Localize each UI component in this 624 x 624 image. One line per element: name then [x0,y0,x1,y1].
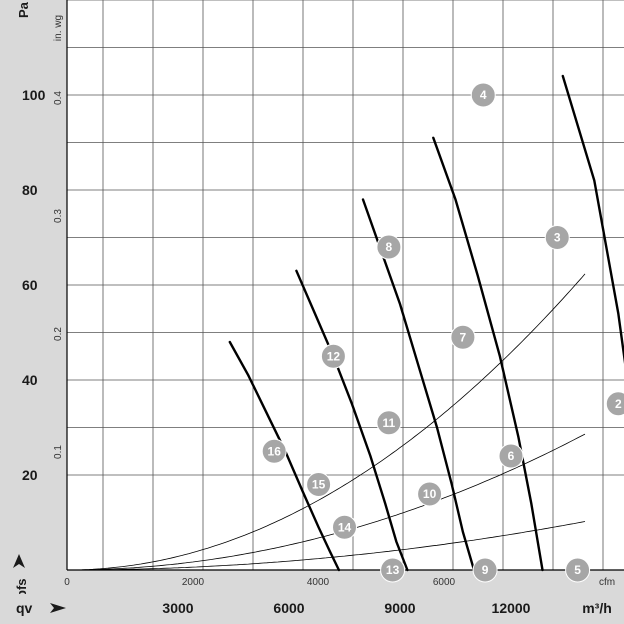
pressure-label: pfs [14,579,29,599]
operating-point-6: 6 [498,443,524,469]
operating-point-15: 15 [306,472,332,497]
y-axis-title-pa: Pa [16,1,31,18]
x-tick-m3h: 9000 [384,600,415,616]
operating-point-16: 16 [261,438,287,464]
operating-point-13: 13 [380,557,406,583]
operating-point-marker [450,324,476,350]
operating-point-label: 7 [460,330,467,344]
operating-point-11: 11 [376,410,402,436]
operating-point-8: 8 [376,234,402,260]
y-axis-title-inwg: in. wg [53,15,64,41]
operating-point-10: 10 [417,481,443,507]
fan-curve-4 [295,269,409,572]
x-axis-title-cfm: cfm [599,577,615,588]
x-tick-m3h: 3000 [162,600,193,616]
bottom-strip [0,594,624,624]
x-tick-cfm: 4000 [307,577,330,588]
operating-point-marker [376,410,402,436]
operating-points: 12345678910111213141516 [261,82,624,583]
operating-point-label: 15 [312,478,326,492]
flow-arrow-icon [50,603,66,613]
x-tick-m3h: 12000 [492,600,531,616]
fan-curve-2 [432,136,544,572]
operating-point-marker [470,82,496,108]
x-tick-cfm: 2000 [182,577,205,588]
y-tick-inwg: 0.4 [53,91,64,105]
y-tick-pa: 100 [22,87,46,103]
fan-curves [228,74,624,572]
y-tick-inwg: 0.3 [53,209,64,223]
operating-point-label: 16 [268,444,282,458]
operating-point-5: 5 [565,557,591,583]
operating-point-label: 3 [554,231,561,245]
operating-point-marker [320,343,346,369]
operating-point-label: 14 [338,520,352,534]
operating-point-marker [380,557,406,583]
y-tick-pa: 40 [22,372,38,388]
operating-point-marker [417,481,443,507]
x-axis-title-m3h: m³/h [582,600,612,616]
pressure-arrow-icon [13,554,25,568]
operating-point-marker [261,438,287,464]
x-tick-cfm: 6000 [433,577,456,588]
operating-point-label: 4 [480,88,487,102]
operating-point-marker [498,443,524,469]
operating-point-9: 9 [472,557,498,583]
y-tick-inwg: 0.2 [53,327,64,341]
operating-point-2: 2 [605,391,624,417]
operating-point-label: 2 [615,397,622,411]
operating-point-3: 3 [544,225,570,250]
operating-point-4: 4 [470,82,496,108]
x-tick-m3h: 6000 [273,600,304,616]
fan-curve-3 [361,198,476,572]
y-tick-inwg: 0.1 [53,445,64,459]
operating-point-14: 14 [332,514,357,540]
fan-curve-5 [228,340,341,572]
operating-point-marker [332,514,357,540]
operating-point-marker [565,557,591,583]
operating-point-label: 10 [423,487,437,501]
y-tick-pa: 20 [22,467,38,483]
x-axis-prefix-qv: qv [16,600,33,616]
operating-point-marker [472,557,498,583]
operating-point-marker [306,472,332,497]
operating-point-marker [605,391,624,417]
fan-curve-1 [561,74,624,365]
grid [66,0,624,571]
system-curve-1 [67,273,586,571]
system-curves [67,273,586,571]
operating-point-label: 6 [508,449,515,463]
system-curve-3 [67,521,586,571]
system-curve-2 [67,433,586,571]
y-tick-pa: 60 [22,277,38,293]
y-tick-pa: 80 [22,182,38,198]
operating-point-label: 12 [327,349,341,363]
operating-point-12: 12 [320,343,346,369]
operating-point-marker [376,234,402,260]
x-tick-cfm: 0 [64,577,70,588]
operating-point-marker [544,225,570,250]
operating-point-label: 13 [386,563,400,577]
operating-point-label: 9 [482,563,489,577]
operating-point-label: 8 [386,240,393,254]
operating-point-label: 5 [574,563,581,577]
operating-point-7: 7 [450,324,476,350]
operating-point-label: 11 [383,416,396,430]
